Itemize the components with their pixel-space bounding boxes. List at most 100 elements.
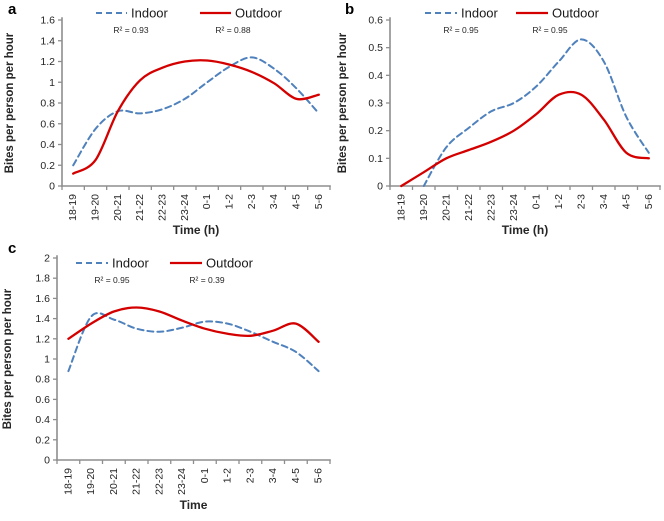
- y-tick-label: 0.4: [40, 139, 55, 151]
- category-label: 22-23: [153, 468, 165, 495]
- category-label: 18-19: [62, 468, 74, 495]
- outdoor-line: [400, 90, 650, 188]
- category-label: 19-20: [85, 468, 97, 495]
- category-label: 18-19: [395, 194, 407, 221]
- x-axis-title: Time (h): [502, 223, 548, 237]
- y-tick-label: 1.8: [35, 273, 50, 285]
- chart-svg-a: a 0 0.2 0.4 0.6 0.8 1 1.2 1.4 1.6 18-19 19-20 20-21 2…: [4, 1, 331, 237]
- category-label: 5-6: [313, 468, 325, 483]
- y-tick-label: 0.1: [368, 153, 383, 165]
- y-tick-label: 1: [44, 354, 50, 366]
- r2-label-outdoor: R² = 0.88: [215, 25, 250, 35]
- y-tick-label: 1.4: [35, 313, 50, 325]
- category-label: 3-4: [267, 468, 279, 483]
- chart-panel-b: b 0 0.1 0.2 0.3 0.4 0.5 0.6 18-19 19-20 20-21 21-22…: [335, 0, 664, 240]
- category-label: 0-1: [201, 194, 213, 209]
- legend-label-indoor: Indoor: [461, 6, 499, 21]
- category-label: 20-21: [440, 194, 452, 221]
- category-label: 18-19: [67, 194, 79, 221]
- legend-label-indoor: Indoor: [131, 6, 169, 21]
- category-label: 4-5: [620, 194, 632, 209]
- y-tick-label: 0: [49, 181, 55, 193]
- category-label: 20-21: [112, 194, 124, 221]
- y-tick-label: 0.2: [368, 125, 383, 137]
- category-label: 0-1: [199, 468, 211, 483]
- y-tick-label: 0.4: [368, 70, 383, 82]
- axes: [61, 17, 331, 187]
- y-axis: 0 0.2 0.4 0.6 0.8 1 1.2 1.4 1.6: [40, 15, 62, 193]
- y-tick-label: 1: [49, 77, 55, 89]
- r2-label-indoor: R² = 0.93: [113, 25, 148, 35]
- x-axis-title: Time (h): [173, 223, 219, 237]
- y-tick-label: 1.6: [40, 15, 55, 27]
- category-label: 1-2: [222, 468, 234, 483]
- y-tick-label: 0: [377, 181, 383, 193]
- category-label: 23-24: [179, 194, 191, 221]
- outdoor-line: [67, 306, 320, 343]
- legend: Indoor R² = 0.95 Outdoor R² = 0.95: [425, 6, 600, 35]
- y-axis-title: Bites per person per hour: [4, 32, 16, 173]
- category-label: 3-4: [268, 194, 280, 209]
- category-label: 23-24: [508, 194, 520, 221]
- category-label: 22-23: [485, 194, 497, 221]
- r2-label-outdoor: R² = 0.95: [532, 25, 567, 35]
- category-label: 2-3: [246, 194, 258, 209]
- y-tick-label: 0.5: [368, 42, 383, 54]
- legend: Indoor R² = 0.93 Outdoor R² = 0.88: [96, 6, 283, 35]
- r2-label-outdoor: R² = 0.39: [189, 275, 224, 285]
- y-tick-label: 0.6: [368, 15, 383, 27]
- y-tick-label: 2: [44, 253, 50, 265]
- category-label: 4-5: [291, 194, 303, 209]
- y-tick-label: 0.6: [40, 118, 55, 130]
- x-axis: 18-19 19-20 20-21 21-22 22-23 23-24 0-1 1-2 2-3 3…: [389, 186, 661, 221]
- category-label: 1-2: [224, 194, 236, 209]
- panel-letter: c: [8, 241, 16, 257]
- chart-svg-b: b 0 0.1 0.2 0.3 0.4 0.5 0.6 18-19 19-20 20-21 21-22…: [337, 1, 661, 237]
- outdoor-line: [72, 59, 320, 175]
- category-label: 5-6: [313, 194, 325, 209]
- y-tick-label: 0: [44, 455, 50, 467]
- category-label: 21-22: [463, 194, 475, 221]
- y-tick-label: 0.4: [35, 414, 50, 426]
- category-label: 23-24: [176, 468, 188, 495]
- panel-letter: b: [345, 1, 354, 18]
- category-label: 1-2: [553, 194, 565, 209]
- y-tick-label: 1.4: [40, 35, 55, 47]
- category-label: 21-22: [131, 468, 143, 495]
- legend-label-outdoor: Outdoor: [206, 256, 254, 271]
- y-tick-label: 1.2: [35, 333, 50, 345]
- axes: [56, 255, 331, 461]
- legend-label-indoor: Indoor: [112, 256, 150, 271]
- chart-panel-a: a 0 0.2 0.4 0.6 0.8 1 1.2 1.4 1.6 18-19 19-20 20-21 2…: [0, 0, 335, 240]
- indoor-line: [67, 312, 320, 373]
- category-label: 21-22: [134, 194, 146, 221]
- y-tick-label: 0.6: [35, 394, 50, 406]
- x-axis: 18-19 19-20 20-21 21-22 22-23 23-24 0-1 1-2 2-3 3…: [56, 460, 331, 495]
- legend-label-outdoor: Outdoor: [235, 6, 283, 21]
- y-axis-title: Bites per person per hour: [337, 32, 349, 173]
- r2-label-indoor: R² = 0.95: [94, 275, 129, 285]
- category-label: 5-6: [643, 194, 655, 209]
- y-tick-label: 1.2: [40, 56, 55, 68]
- y-tick-label: 1.6: [35, 293, 50, 305]
- legend-label-outdoor: Outdoor: [552, 6, 600, 21]
- y-tick-label: 0.8: [35, 374, 50, 386]
- y-tick-label: 0.8: [40, 98, 55, 110]
- chart-panel-c: c 0 0.2 0.4 0.6 0.8 1 1.2 1.4 1.6 1.8 2 18-19 19-20 20…: [0, 241, 335, 521]
- panel-letter: a: [8, 1, 17, 18]
- indoor-line: [72, 56, 320, 167]
- x-axis-title: Time: [180, 498, 208, 512]
- r2-label-indoor: R² = 0.95: [443, 25, 478, 35]
- chart-svg-c: c 0 0.2 0.4 0.6 0.8 1 1.2 1.4 1.6 1.8 2 18-19 19-20 20…: [2, 241, 331, 512]
- y-axis-title: Bites per person per hour: [2, 288, 14, 429]
- category-label: 2-3: [575, 194, 587, 209]
- y-tick-label: 0.2: [40, 160, 55, 172]
- y-axis: 0 0.2 0.4 0.6 0.8 1 1.2 1.4 1.6 1.8 2: [35, 253, 57, 467]
- category-label: 19-20: [90, 194, 102, 221]
- category-label: 22-23: [157, 194, 169, 221]
- category-label: 0-1: [530, 194, 542, 209]
- y-tick-label: 0.3: [368, 98, 383, 110]
- category-label: 20-21: [108, 468, 120, 495]
- legend: Indoor R² = 0.95 Outdoor R² = 0.39: [76, 256, 254, 285]
